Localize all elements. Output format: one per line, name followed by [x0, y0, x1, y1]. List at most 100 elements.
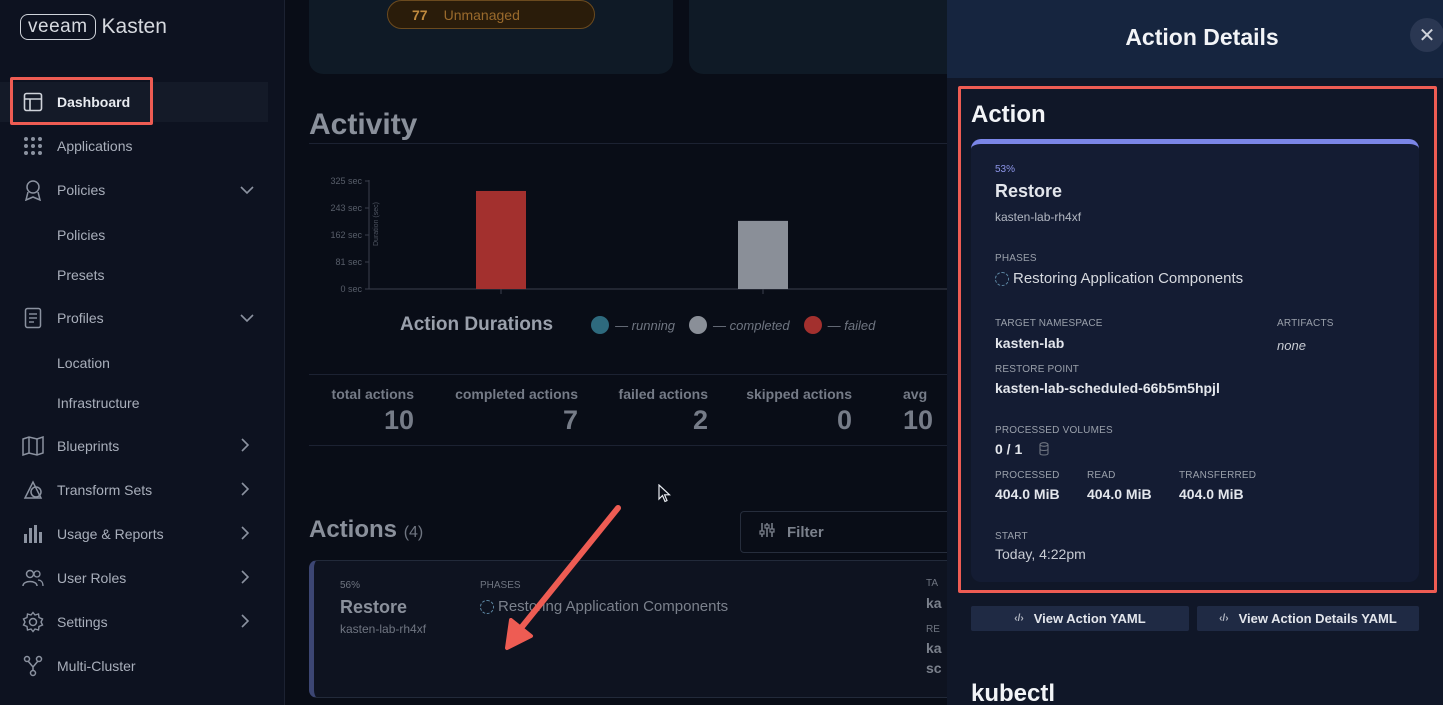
chart-legend: Action Durations — running — completed —…: [400, 314, 875, 336]
sidebar-item-label: Usage & Reports: [57, 526, 164, 542]
phases-label: PHASES: [480, 580, 521, 591]
stat-value: 0: [836, 405, 852, 435]
badge-icon: [22, 179, 44, 201]
divider: [309, 143, 949, 144]
bar-completed[interactable]: [738, 220, 788, 289]
highlight-box-action: [958, 86, 1437, 593]
unmanaged-label: Unmanaged: [443, 6, 520, 23]
sidebar: veeam Kasten Dashboard Applications Poli…: [0, 0, 285, 705]
chevron-right-icon[interactable]: [240, 437, 250, 455]
action-subtitle: kasten-lab-rh4xf: [995, 210, 1082, 224]
stat-completed-actions: completed actions 7: [452, 386, 578, 436]
unmanaged-badge[interactable]: 77 Unmanaged: [387, 0, 595, 29]
filter-label: Filter: [787, 523, 824, 541]
sidebar-item-multi-cluster[interactable]: Multi-Cluster: [0, 646, 268, 686]
y-tick-label: 162 sec: [330, 230, 362, 240]
action-subtitle: kasten-lab-rh4xf: [340, 622, 427, 636]
panel-header: Action Details ✕: [947, 0, 1443, 78]
clipped-value: ka: [926, 595, 942, 611]
view-action-yaml-button[interactable]: ‹/› View Action YAML: [971, 606, 1189, 631]
sidebar-item-transform-sets[interactable]: Transform Sets: [0, 470, 268, 510]
target-namespace-label: TARGET NAMESPACE: [995, 318, 1103, 329]
sidebar-item-usage-reports[interactable]: Usage & Reports: [0, 514, 268, 554]
start-value: Today, 4:22pm: [995, 546, 1086, 562]
sidebar-item-label: Policies: [57, 182, 106, 198]
highlight-box-dashboard: [10, 77, 153, 125]
activity-title: Activity: [309, 108, 418, 141]
stat-label: total actions: [331, 386, 414, 402]
sidebar-subitem-policies[interactable]: Policies: [57, 227, 106, 243]
stat-label: completed actions: [455, 386, 578, 402]
chart-legend-title: Action Durations: [400, 314, 554, 335]
summary-card[interactable]: 77 Unmanaged: [309, 0, 673, 74]
chevron-right-icon[interactable]: [240, 525, 250, 543]
sidebar-item-policies[interactable]: Policies: [0, 170, 268, 210]
action-detail-card: 53% Restore kasten-lab-rh4xf PHASES Rest…: [971, 139, 1419, 582]
sidebar-item-label: Blueprints: [57, 438, 120, 454]
action-details-panel: Action Details ✕ Action 53% Restore kast…: [947, 0, 1443, 705]
bar-failed[interactable]: [476, 190, 526, 289]
phase-status: Restoring Application Components: [995, 270, 1243, 287]
stat-value: 10: [903, 405, 934, 435]
chevron-right-icon[interactable]: [240, 481, 250, 499]
y-tick-label: 81 sec: [335, 257, 362, 267]
stats-row: total actions 10 completed actions 7 fai…: [309, 386, 969, 446]
main-content: 77 Unmanaged Activity 325 sec 243 sec 162 …: [285, 0, 969, 705]
phases-label: PHASES: [995, 253, 1037, 264]
processed-volumes-value: 0 / 1: [995, 441, 1023, 457]
summary-card[interactable]: [689, 0, 969, 74]
transferred-label: TRANSFERRED: [1179, 470, 1257, 481]
kasten-logo[interactable]: veeam Kasten: [20, 14, 167, 40]
mouse-cursor-icon: [658, 484, 672, 503]
sidebar-item-label: Dashboard: [57, 94, 131, 110]
annotation-arrow: [505, 505, 621, 650]
stat-failed-actions: failed actions 2: [616, 386, 708, 436]
stat-value: 7: [562, 405, 578, 435]
clipped-value: ka: [926, 640, 942, 656]
document-icon: [22, 307, 44, 329]
chevron-down-icon[interactable]: [240, 311, 254, 326]
restore-point-label: RESTORE POINT: [995, 364, 1080, 375]
transform-icon: [22, 479, 44, 501]
sidebar-subitem-location[interactable]: Location: [57, 355, 110, 371]
button-label: View Action YAML: [1033, 611, 1146, 626]
map-icon: [22, 435, 44, 457]
phase-text: Restoring Application Components: [1013, 270, 1244, 287]
sidebar-item-label: Multi-Cluster: [57, 658, 136, 674]
users-icon: [22, 567, 44, 589]
stat-total-actions: total actions 10: [328, 386, 414, 436]
filter-button[interactable]: Filter: [740, 511, 960, 553]
chevron-down-icon[interactable]: [240, 183, 254, 198]
bar-chart-icon: [22, 523, 44, 545]
database-icon: [1039, 442, 1049, 461]
sidebar-item-profiles[interactable]: Profiles: [0, 298, 268, 338]
actions-title-text: Actions: [309, 516, 398, 543]
divider: [309, 374, 949, 375]
start-label: START: [995, 531, 1028, 542]
sidebar-item-label: Profiles: [57, 310, 104, 326]
sliders-icon: [759, 522, 775, 542]
panel-title: Action Details: [1125, 24, 1279, 50]
clipped-value: sc: [926, 660, 942, 676]
legend-dot-running: [591, 316, 610, 334]
sidebar-item-blueprints[interactable]: Blueprints: [0, 426, 268, 466]
sidebar-item-settings[interactable]: Settings: [0, 602, 268, 642]
legend-label-running: — running: [615, 317, 676, 333]
chevron-right-icon[interactable]: [240, 613, 250, 631]
actions-title: Actions (4): [309, 516, 423, 544]
read-label: READ: [1087, 470, 1116, 481]
sidebar-item-dashboard[interactable]: Dashboard: [0, 82, 268, 122]
dashboard-icon: [22, 91, 44, 113]
sidebar-subitem-infrastructure[interactable]: Infrastructure: [57, 395, 140, 411]
stat-value: 10: [383, 405, 414, 435]
view-action-details-yaml-button[interactable]: ‹/› View Action Details YAML: [1197, 606, 1419, 631]
action-section-title: Action: [971, 101, 1046, 128]
sidebar-item-user-roles[interactable]: User Roles: [0, 558, 268, 598]
logo-text: Kasten: [101, 15, 167, 38]
close-button[interactable]: ✕: [1410, 18, 1443, 52]
chevron-right-icon[interactable]: [240, 569, 250, 587]
sidebar-item-applications[interactable]: Applications: [0, 126, 268, 166]
actions-count: (4): [403, 524, 424, 541]
sidebar-subitem-presets[interactable]: Presets: [57, 267, 105, 283]
target-namespace-value: kasten-lab: [995, 335, 1065, 351]
